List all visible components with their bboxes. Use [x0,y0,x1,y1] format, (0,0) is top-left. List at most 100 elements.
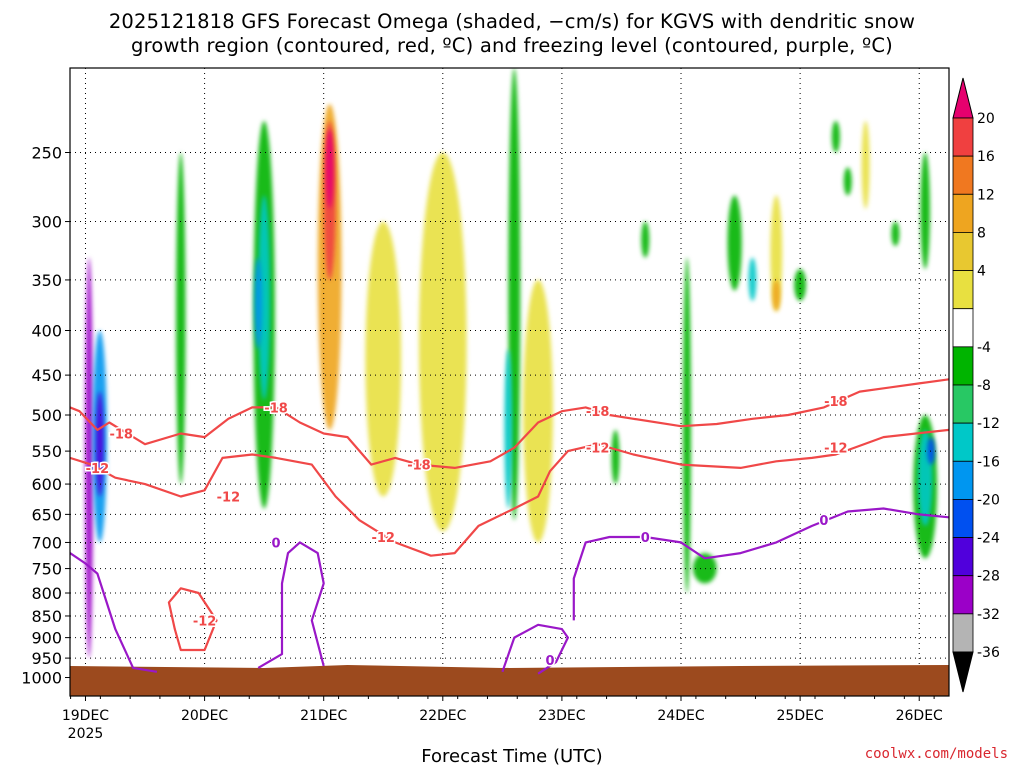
colorbar-segment-11 [952,499,974,538]
x-tick-label-23DEC: 23DEC [538,708,585,724]
dendritic-contour-label-1-2: -12 [371,531,395,546]
colorbar-segment-7 [952,346,974,386]
omega-shade-19 [727,195,742,291]
colorbar-segment-2 [952,155,974,195]
colorbar: 20 16 12 8 4 -4 -8 -12 -16 -20 -24 -28 -32 -36 [952,77,1000,693]
omega-shade-11 [418,152,467,532]
freezing-contour-6 [572,507,949,621]
colorbar-label-11: -28 [977,569,1000,585]
freezing-contour-label-6-1: 0 [819,514,828,529]
colorbar-segment-3 [952,193,974,233]
ground-terrain [70,664,949,696]
colorbar-label-1: 16 [977,149,995,165]
colorbar-segment-9 [952,422,974,462]
colorbar-label-10: -24 [977,531,1000,547]
chart-title-line-2: growth region (contoured, red, ºC) and f… [131,34,893,57]
colorbar-segment-8 [952,384,974,424]
y-tick-label-950: 950 [31,649,62,668]
colorbar-segment-4 [952,232,974,271]
omega-shade-22 [772,279,781,312]
omega-shade-0 [85,257,94,659]
freezing-contour-label-5-0: 0 [545,654,554,669]
omega-shading-layer [85,68,938,659]
dendritic-contour-label-0-4: -18 [824,395,848,410]
dendritic-contour-label-0-2: -18 [407,459,431,474]
dendritic-contour-label-0-3: -18 [586,405,610,420]
dendritic-contour-label-0-0: -18 [109,427,133,442]
dendritic-contour-label-1-0: -12 [86,462,110,477]
y-tick-label-600: 600 [31,475,62,494]
colorbar-label-0: 20 [977,111,995,127]
omega-shade-16 [641,221,650,258]
omega-shade-18 [692,553,717,584]
y-tick-label-400: 400 [31,322,62,341]
colorbar-label-6: -8 [977,378,991,394]
y-tick-label-500: 500 [31,406,62,425]
colorbar-segment-6 [952,308,974,348]
colorbar-label-12: -32 [977,607,1000,623]
omega-shade-25 [831,120,840,153]
freezing-contour-3 [70,552,158,673]
colorbar-segment-1 [952,117,974,157]
omega-shade-23 [794,268,807,301]
colorbar-segment-14 [952,613,974,653]
omega-shade-13 [504,348,513,509]
colorbar-label-9: -20 [977,492,1000,508]
colorbar-segment-10 [952,460,974,500]
dendritic-contour-2 [167,587,218,652]
y-tick-label-650: 650 [31,505,62,524]
colorbar-segment-12 [952,537,974,577]
y-tick-label-850: 850 [31,607,62,626]
y-tick-label-900: 900 [31,629,62,648]
omega-shade-28 [920,152,930,269]
colorbar-segment-5 [952,270,974,310]
dendritic-contour-label-2-0: -12 [193,614,217,629]
colorbar-segment-13 [952,575,974,615]
axes: 250 300 350 400 450 500 550 600 650 700 750 800 850 9… [21,67,950,742]
dendritic-contour-label-0-1: -18 [264,401,288,416]
x-tick-label-20DEC: 20DEC [181,708,228,724]
x-tick-label-25DEC: 25DEC [777,708,824,724]
omega-shade-14 [523,279,553,543]
x-tick-label-21DEC: 21DEC [300,708,347,724]
omega-shade-9 [325,129,334,209]
x-tick-label-26DEC: 26DEC [896,708,943,724]
dendritic-contour-label-1-3: -12 [586,442,610,457]
omega-shade-10 [365,221,402,497]
chart-title-line-1: 2025121818 GFS Forecast Omega (shaded, −… [108,10,916,33]
x-tick-label-19DEC: 19DEC [62,708,109,724]
omega-shade-3 [176,152,186,485]
omega-shade-21 [770,195,783,312]
site-credit: coolwx.com/models [864,746,1008,762]
y-tick-label-250: 250 [31,144,62,163]
omega-shade-20 [748,257,757,301]
dendritic-contour-0 [70,378,949,469]
omega-shade-6 [254,257,263,349]
omega-shade-26 [861,120,870,209]
ground-surface [70,664,949,696]
x-tick-label-24DEC: 24DEC [657,708,704,724]
x-tick-label-22DEC: 22DEC [419,708,466,724]
omega-shade-24 [843,167,852,196]
colorbar-label-8: -16 [977,454,1000,470]
colorbar-label-2: 12 [977,187,995,203]
dendritic-contour-label-1-4: -12 [824,442,848,457]
colorbar-label-4: 4 [977,264,986,280]
colorbar-top-arrow [952,77,974,119]
dendritic-contour-1 [70,428,949,557]
dendritic-contour-label-1-1: -12 [217,490,241,505]
omega-shade-5 [258,195,271,400]
freezing-contour-label-4-0: 0 [272,536,281,551]
colorbar-label-13: -36 [977,645,1000,661]
freezing-contour-5 [501,623,569,675]
y-tick-label-1000: 1000 [21,669,62,688]
omega-shade-31 [927,437,936,465]
contour-layer: -18 -18 -18 -18 -18 -12 -12 -12 -12 -12 -12 0 0 0 0 [70,378,949,675]
plot-frame [69,67,950,697]
colorbar-label-3: 8 [977,225,986,241]
x-axis-title: Forecast Time (UTC) [421,746,603,767]
y-tick-label-550: 550 [31,442,62,461]
y-tick-label-300: 300 [31,213,62,232]
colorbar-bottom-arrow [952,651,974,693]
omega-shade-2 [95,391,104,497]
